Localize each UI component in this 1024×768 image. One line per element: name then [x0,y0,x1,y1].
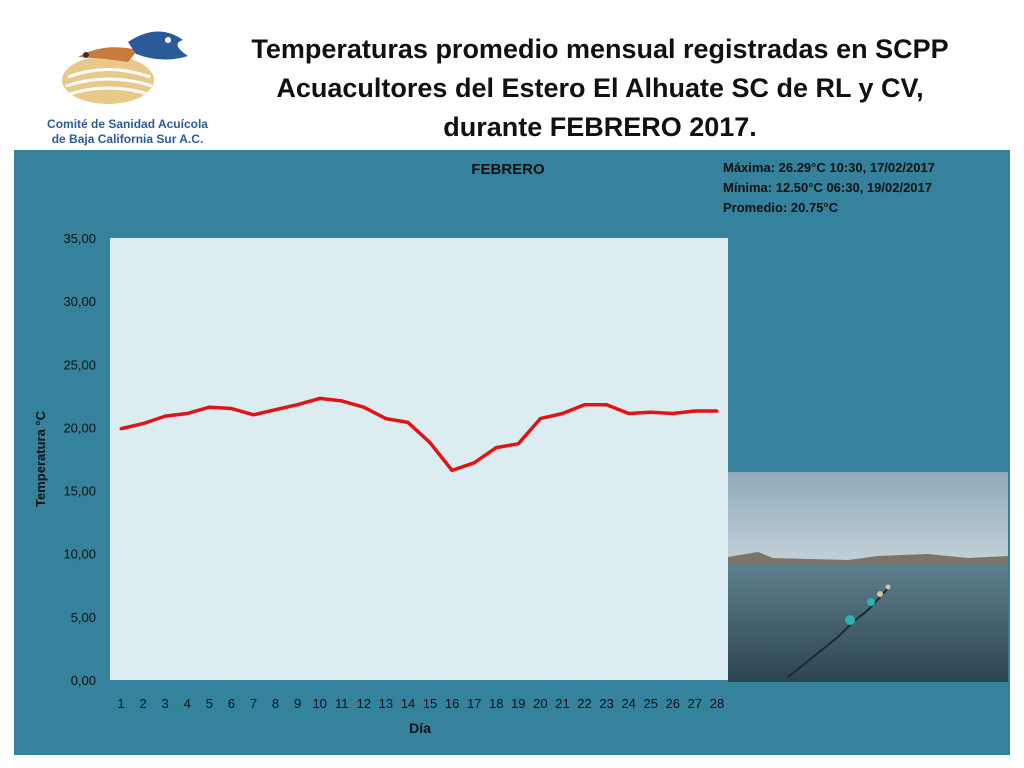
x-tick-label: 24 [621,696,635,711]
logo: Comité de Sanidad Acuícola de Baja Calif… [40,22,215,152]
x-tick-label: 5 [206,696,213,711]
logo-text-line: Comité de Sanidad Acuícola [47,117,208,131]
title-line: Acuacultores del Estero El Alhuate SC de… [276,73,924,103]
y-tick-label: 30,00 [63,294,96,309]
x-axis-ticks: 1 2 3 4 5 6 7 8 9 10 11 12 13 14 15 16 17 18 19 20 21 22 23 24 2… [117,696,724,711]
x-tick-label: 25 [644,696,658,711]
stat-max: Máxima: 26.29°C 10:30, 17/02/2017 [723,160,935,175]
stat-avg: Promedio: 20.75°C [723,200,839,215]
data-point [141,422,145,426]
data-point [185,412,189,415]
data-point [671,412,675,415]
x-axis-label: Día [409,720,431,736]
data-point [362,405,366,409]
y-axis-label: Temperatura °C [33,410,48,507]
y-tick-label: 10,00 [63,547,96,562]
data-point [340,399,344,403]
data-point [627,412,631,415]
title-line: durante FEBRERO 2017. [443,112,757,142]
title-line: Temperaturas promedio mensual registrada… [251,34,949,64]
x-tick-label: 7 [250,696,257,711]
x-tick-label: 18 [489,696,503,711]
x-tick-label: 23 [599,696,613,711]
chart-title: FEBRERO [471,161,545,178]
data-point [516,442,520,446]
data-point [715,409,719,413]
page-title: Temperaturas promedio mensual registrada… [200,30,1000,147]
x-tick-label: 21 [555,696,569,711]
x-tick-label: 14 [401,696,415,711]
data-point [472,461,476,465]
x-tick-label: 10 [312,696,326,711]
y-tick-label: 5,00 [71,610,96,625]
data-point [406,420,410,424]
data-point [119,427,123,431]
y-tick-label: 0,00 [71,673,96,688]
x-tick-label: 8 [272,696,279,711]
series-line [120,396,717,473]
data-point [207,405,211,409]
x-tick-label: 13 [379,696,393,711]
data-point [428,441,432,445]
x-tick-label: 15 [423,696,437,711]
x-tick-label: 19 [511,696,525,711]
data-point [538,417,542,421]
x-tick-label: 22 [577,696,591,711]
data-point [384,417,388,421]
stat-min: Mínima: 12.50°C 06:30, 19/02/2017 [723,180,932,195]
x-tick-label: 3 [162,696,169,711]
x-tick-label: 1 [117,696,124,711]
y-tick-label: 25,00 [63,357,96,372]
data-point [649,410,653,414]
data-point [229,407,233,410]
x-tick-label: 4 [184,696,191,711]
data-point [605,403,609,407]
x-tick-label: 11 [335,696,349,711]
pelican-fish-logo-icon [62,31,188,104]
logo-text-line: de Baja California Sur A.C. [51,132,204,146]
estuary-photo [728,472,1008,682]
plot-area [110,238,728,680]
x-tick-label: 2 [139,696,146,711]
data-point [561,412,564,415]
y-tick-label: 20,00 [63,420,96,435]
x-tick-label: 12 [357,696,371,711]
x-tick-label: 26 [666,696,680,711]
x-tick-label: 9 [294,696,301,711]
y-tick-label: 15,00 [63,484,96,499]
data-point [163,414,167,418]
y-axis-ticks: 0,00 5,00 10,00 15,00 20,00 25,00 30,00 35,00 [63,231,96,688]
data-point [450,468,454,472]
y-tick-label: 35,00 [63,231,96,246]
x-tick-label: 20 [533,696,547,711]
data-points [119,396,719,472]
data-point [693,409,697,413]
x-tick-label: 6 [228,696,235,711]
x-tick-label: 17 [467,696,481,711]
data-point [494,446,498,450]
data-point [274,408,277,412]
x-tick-label: 27 [688,696,702,711]
x-tick-label: 28 [710,696,724,711]
data-point [583,403,586,407]
x-tick-label: 16 [445,696,459,711]
data-point [318,396,322,400]
data-point [296,403,300,407]
data-point [252,413,255,417]
